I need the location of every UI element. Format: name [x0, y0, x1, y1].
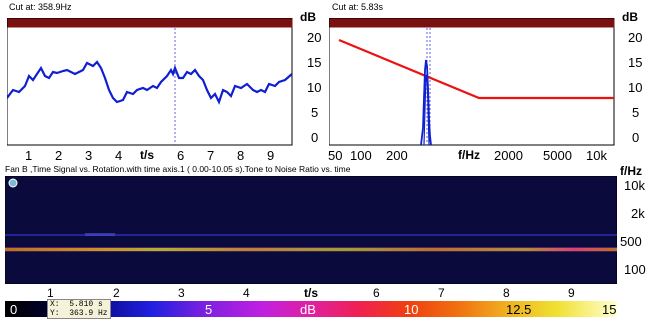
spectrogram-tone-band [5, 248, 617, 251]
spectrogram-x-tick: 4 [243, 286, 250, 300]
spectrogram-plot[interactable] [5, 176, 617, 284]
colorbar-label: 0 [10, 302, 18, 317]
spectrogram-x-tick: 7 [438, 286, 445, 300]
right-blue-peak [420, 59, 432, 146]
right-x-tick: 5000 [543, 148, 572, 163]
left-y-tick: 0 [311, 130, 319, 145]
right-x-tick: 2000 [494, 148, 523, 163]
right-x-unit: f/Hz [458, 148, 480, 162]
right-x-tick: 50 [328, 148, 343, 163]
cursor-readout: X: 5.810 s Y: 363.9 Hz [47, 299, 111, 319]
right-y-tick: 10 [628, 80, 643, 95]
colorbar-unit: dB [300, 302, 316, 317]
spectrogram-marker-icon [8, 178, 18, 188]
spectrogram-x-unit: t/s [304, 286, 319, 300]
left-x-tick: 1 [25, 148, 33, 163]
left-x-tick: 9 [267, 148, 275, 163]
right-header-bar [329, 18, 615, 28]
spectrogram-y-tick: 10k [624, 178, 645, 193]
left-x-tick: 4 [115, 148, 123, 163]
right-x-tick: 10k [586, 148, 607, 163]
colorbar-label: 5 [205, 302, 213, 317]
cursor-y-value: Y: 363.9 Hz [50, 309, 108, 318]
spectrogram-x-tick: 9 [568, 286, 575, 300]
spectrogram-y-tick: 500 [620, 234, 642, 249]
right-y-tick: 0 [632, 130, 640, 145]
colorbar-label: 12.5 [506, 302, 532, 317]
left-y-tick: 10 [307, 80, 322, 95]
left-x-tick: 2 [55, 148, 63, 163]
left-y-unit: dB [300, 10, 316, 24]
left-cut-label: Cut at: 358.9Hz [9, 2, 72, 12]
right-red-trace [338, 38, 614, 100]
spectrogram-x-tick: 2 [113, 286, 120, 300]
right-cut-label: Cut at: 5.83s [332, 2, 384, 12]
right-x-tick: 200 [386, 148, 408, 163]
right-spectrum-plot[interactable] [329, 18, 615, 146]
spectrogram-x-tick: 8 [503, 286, 510, 300]
left-header-bar [7, 18, 293, 28]
right-y-tick: 20 [628, 30, 643, 45]
spectrogram-y-tick: 100 [624, 262, 646, 277]
right-y-unit: dB [622, 10, 638, 24]
left-x-tick: 8 [237, 148, 245, 163]
colorbar [5, 301, 617, 317]
left-trace [7, 60, 293, 105]
spectrogram-x-tick: 6 [373, 286, 380, 300]
left-x-tick: 3 [85, 148, 93, 163]
spectrogram-y-tick: 2k [631, 206, 645, 221]
spectrogram-x-tick: 1 [47, 286, 54, 300]
colorbar-label: 15 [602, 302, 617, 317]
left-time-plot[interactable] [7, 18, 293, 146]
left-x-unit: t/s [140, 148, 155, 162]
right-x-tick: 100 [350, 148, 372, 163]
colorbar-label: 10 [404, 302, 419, 317]
left-y-tick: 15 [307, 55, 322, 70]
right-y-tick: 5 [632, 105, 640, 120]
left-y-tick: 20 [307, 30, 322, 45]
left-x-tick: 7 [207, 148, 215, 163]
cursor-x-value: X: 5.810 s [50, 300, 103, 309]
spectrogram-x-tick: 3 [178, 286, 185, 300]
right-y-tick: 15 [628, 55, 643, 70]
left-x-tick: 6 [177, 148, 185, 163]
spectrogram-y-unit: f/Hz [620, 164, 642, 178]
left-y-tick: 5 [311, 105, 319, 120]
spectrogram-caption: Fan B ,Time Signal vs. Rotation.with tim… [5, 164, 351, 174]
